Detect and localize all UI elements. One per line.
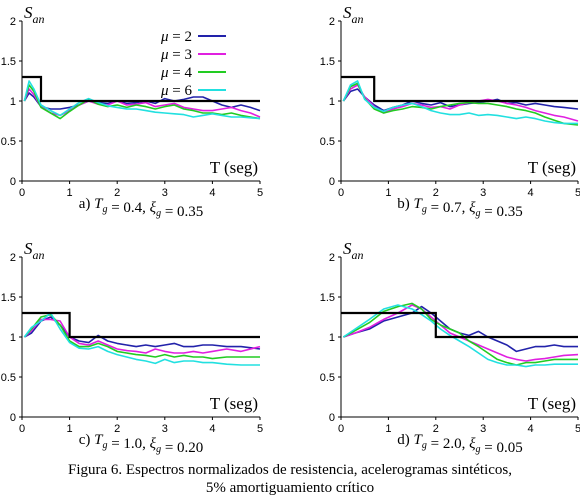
x-tick-label: 1 <box>385 423 391 435</box>
y-axis-label: San <box>343 3 364 26</box>
y-tick-label: 2 <box>10 252 16 264</box>
x-axis-label: T (seg) <box>528 158 576 177</box>
x-tick-label: 1 <box>67 423 73 435</box>
legend-label: μ = 2 <box>160 29 192 45</box>
y-tick-label: 0 <box>329 412 335 424</box>
y-tick-label: 1 <box>10 332 16 344</box>
y-tick-label: 1 <box>329 96 335 108</box>
figure-caption-line2: 5% amortiguamiento crítico <box>205 480 375 496</box>
legend: μ = 2 μ = 3 μ = 4 μ = 6 <box>160 29 226 99</box>
chart-subtitle: b) Tg = 0.7, ξg = 0.35 <box>397 196 522 220</box>
x-tick-label: 5 <box>257 423 263 435</box>
design-spectrum-line <box>341 311 578 339</box>
design-spectrum-line <box>341 75 578 103</box>
y-tick-label: 1.5 <box>1 56 16 68</box>
y-tick-label: 0.5 <box>1 372 16 384</box>
x-axis-label: T (seg) <box>528 394 576 413</box>
x-tick-label: 3 <box>480 187 486 199</box>
y-tick-label: 2 <box>10 16 16 28</box>
y-tick-label: 1.5 <box>1 292 16 304</box>
figure-caption-line1: Figura 6. Espectros normalizados de resi… <box>67 462 513 478</box>
series-line-mu4 <box>342 82 579 126</box>
x-tick-label: 2 <box>114 187 120 199</box>
y-tick-label: 1.5 <box>320 56 335 68</box>
y-tick-label: 2 <box>329 252 335 264</box>
x-tick-label: 0 <box>19 187 25 199</box>
y-axis-label: San <box>343 239 364 262</box>
series-line-mu2 <box>23 92 261 112</box>
y-axis-label: San <box>24 3 45 26</box>
y-tick-label: 0.5 <box>320 136 335 148</box>
x-tick-label: 4 <box>528 423 534 435</box>
series-line-mu4 <box>343 302 578 366</box>
y-tick-label: 1.5 <box>320 292 335 304</box>
x-axis-label: T (seg) <box>210 394 258 413</box>
series-line-mu3 <box>23 318 261 354</box>
series-line-mu2 <box>343 305 578 353</box>
series-line-mu2 <box>342 88 579 112</box>
chart-subtitle: d) Tg = 2.0, ξg = 0.05 <box>397 432 522 456</box>
x-tick-label: 1 <box>67 187 73 199</box>
x-tick-label: 4 <box>528 187 534 199</box>
chart-panel-a: 0 0.5 1 1.5 2 0 1 2 3 4 5 San T (seg) a) Tg = 0.4, ξg… <box>1 3 263 220</box>
x-tick-label: 1 <box>385 187 391 199</box>
x-tick-label: 3 <box>162 423 168 435</box>
legend-label: μ = 4 <box>160 65 192 81</box>
x-tick-label: 0 <box>19 423 25 435</box>
y-tick-label: 1 <box>10 96 16 108</box>
chart-panel-c: 0 0.5 1 1.5 2 0 1 2 3 4 5 San T (seg) c) Tg = 1.0, ξg… <box>1 239 263 456</box>
y-tick-label: 0 <box>10 176 16 188</box>
x-tick-label: 0 <box>338 187 344 199</box>
design-spectrum-line <box>22 311 260 339</box>
y-tick-label: 0 <box>329 176 335 188</box>
x-tick-label: 5 <box>257 187 263 199</box>
y-tick-label: 2 <box>329 16 335 28</box>
x-tick-label: 5 <box>575 423 580 435</box>
series-line-mu6 <box>23 80 261 120</box>
x-tick-label: 2 <box>433 423 439 435</box>
chart-subtitle: c) Tg = 1.0, ξg = 0.20 <box>79 432 204 456</box>
chart-panel-d: 0 0.5 1 1.5 2 0 1 2 3 4 5 San T (seg) d) Tg = 2.0, ξg… <box>320 239 580 456</box>
chart-subtitle: a) Tg = 0.4, ξg = 0.35 <box>79 196 204 220</box>
legend-label: μ = 3 <box>160 47 192 63</box>
x-tick-label: 2 <box>114 423 120 435</box>
x-tick-label: 3 <box>162 187 168 199</box>
series-line-mu6 <box>23 312 260 366</box>
series-line-mu6 <box>342 80 578 125</box>
legend-label: μ = 6 <box>160 83 192 99</box>
x-tick-label: 3 <box>480 423 486 435</box>
y-tick-label: 0.5 <box>320 372 335 384</box>
series-line-mu3 <box>23 88 261 118</box>
series-line-mu4 <box>23 313 260 360</box>
y-tick-label: 0.5 <box>1 136 16 148</box>
design-spectrum-line <box>22 75 260 103</box>
chart-panel-b: 0 0.5 1 1.5 2 0 1 2 3 4 5 San T (seg) b) Tg = 0.7, ξg… <box>320 3 580 220</box>
x-tick-label: 0 <box>338 423 344 435</box>
y-tick-label: 1 <box>329 332 335 344</box>
x-tick-label: 4 <box>209 187 215 199</box>
x-axis-label: T (seg) <box>210 158 258 177</box>
x-tick-label: 4 <box>209 423 215 435</box>
series-line-mu6 <box>342 304 578 368</box>
y-tick-label: 0 <box>10 412 16 424</box>
x-tick-label: 5 <box>575 187 580 199</box>
y-axis-label: San <box>24 239 45 262</box>
x-tick-label: 2 <box>433 187 439 199</box>
